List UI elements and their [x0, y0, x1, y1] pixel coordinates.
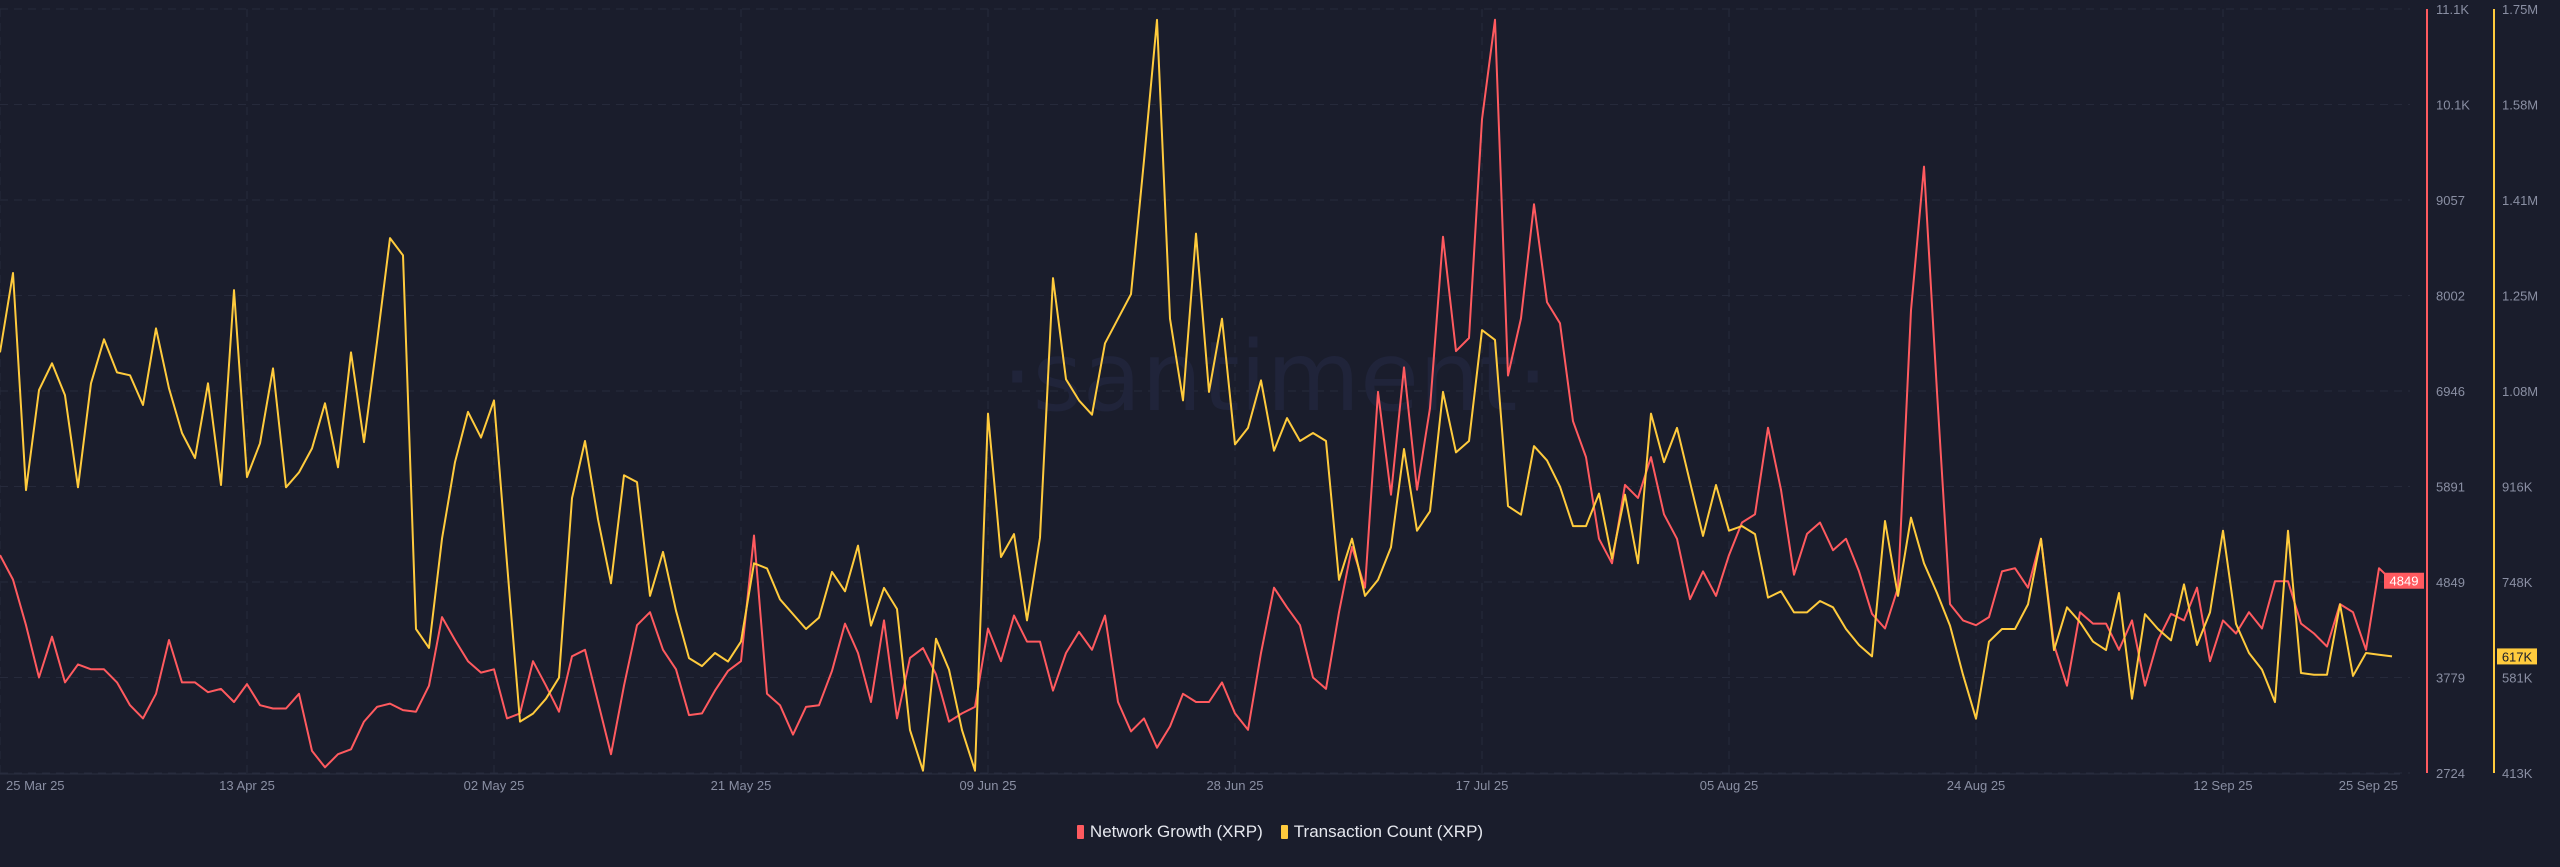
legend-item-transaction-count[interactable]: Transaction Count (XRP): [1280, 822, 1484, 842]
network-growth-last-value-bg: [2384, 572, 2424, 589]
network-growth-last-value: 4849: [2390, 574, 2419, 589]
last-value-badges: 4849 617K: [2384, 572, 2537, 665]
legend-item-network-growth[interactable]: Network Growth (XRP): [1076, 822, 1263, 842]
x-tick-label: 09 Jun 25: [959, 778, 1016, 793]
x-tick-label: 12 Sep 25: [2193, 778, 2252, 793]
right-y-tick-label: 1.58M: [2502, 98, 2538, 113]
transaction-count-last-value: 617K: [2502, 649, 2533, 664]
right-y-tick-label: 916K: [2502, 480, 2533, 495]
network-growth-swatch: [1076, 825, 1084, 839]
right-y-tick-label: 1.41M: [2502, 193, 2538, 208]
x-tick-label: 25 Mar 25: [6, 778, 65, 793]
left-y-tick-label: 10.1K: [2436, 98, 2470, 113]
x-tick-label: 24 Aug 25: [1947, 778, 2006, 793]
right-y-tick-label: 1.08M: [2502, 384, 2538, 399]
x-tick-label: 05 Aug 25: [1700, 778, 1759, 793]
x-axis-ticks: 25 Mar 25 13 Apr 25 02 May 25 21 May 25 09 J…: [6, 778, 2398, 793]
right-y-tick-label: 748K: [2502, 575, 2533, 590]
x-tick-label: 13 Apr 25: [219, 778, 275, 793]
legend-label: Network Growth (XRP): [1089, 822, 1263, 841]
left-y-tick-label: 5891: [2436, 480, 2465, 495]
grid: [0, 8, 2410, 774]
right-y-tick-label: 581K: [2502, 671, 2533, 686]
x-tick-label: 25 Sep 25: [2339, 778, 2398, 793]
legend: Network Growth (XRP) Transaction Count (…: [0, 822, 2560, 842]
x-tick-label: 28 Jun 25: [1206, 778, 1263, 793]
x-tick-label: 21 May 25: [711, 778, 772, 793]
right-y-tick-label: 1.25M: [2502, 289, 2538, 304]
transaction-count-last-value-bg: [2497, 648, 2537, 665]
x-tick-label: 17 Jul 25: [1456, 778, 1509, 793]
network-growth-line: [0, 18, 2393, 769]
right-y-tick-label: 1.75M: [2502, 2, 2538, 17]
left-y-tick-label: 6946: [2436, 384, 2465, 399]
left-y-tick-label: 11.1K: [2436, 2, 2469, 17]
series-layer: [0, 18, 2393, 772]
transaction-count-swatch: [1280, 825, 1288, 839]
x-tick-label: 02 May 25: [464, 778, 525, 793]
left-y-tick-label: 4849: [2436, 575, 2465, 590]
y-axis-ticks: 11.1K 10.1K 9057 8002 6946 5891 4849 3779 2724 1.…: [2436, 2, 2538, 781]
legend-label: Transaction Count (XRP): [1293, 822, 1484, 841]
santiment-watermark: ·santiment·: [1002, 321, 1548, 433]
left-y-tick-label: 2724: [2436, 766, 2465, 781]
left-y-tick-label: 8002: [2436, 289, 2465, 304]
left-y-tick-label: 9057: [2436, 193, 2465, 208]
left-y-tick-label: 3779: [2436, 671, 2465, 686]
transaction-count-line: [0, 18, 2393, 772]
right-y-tick-label: 413K: [2502, 766, 2533, 781]
